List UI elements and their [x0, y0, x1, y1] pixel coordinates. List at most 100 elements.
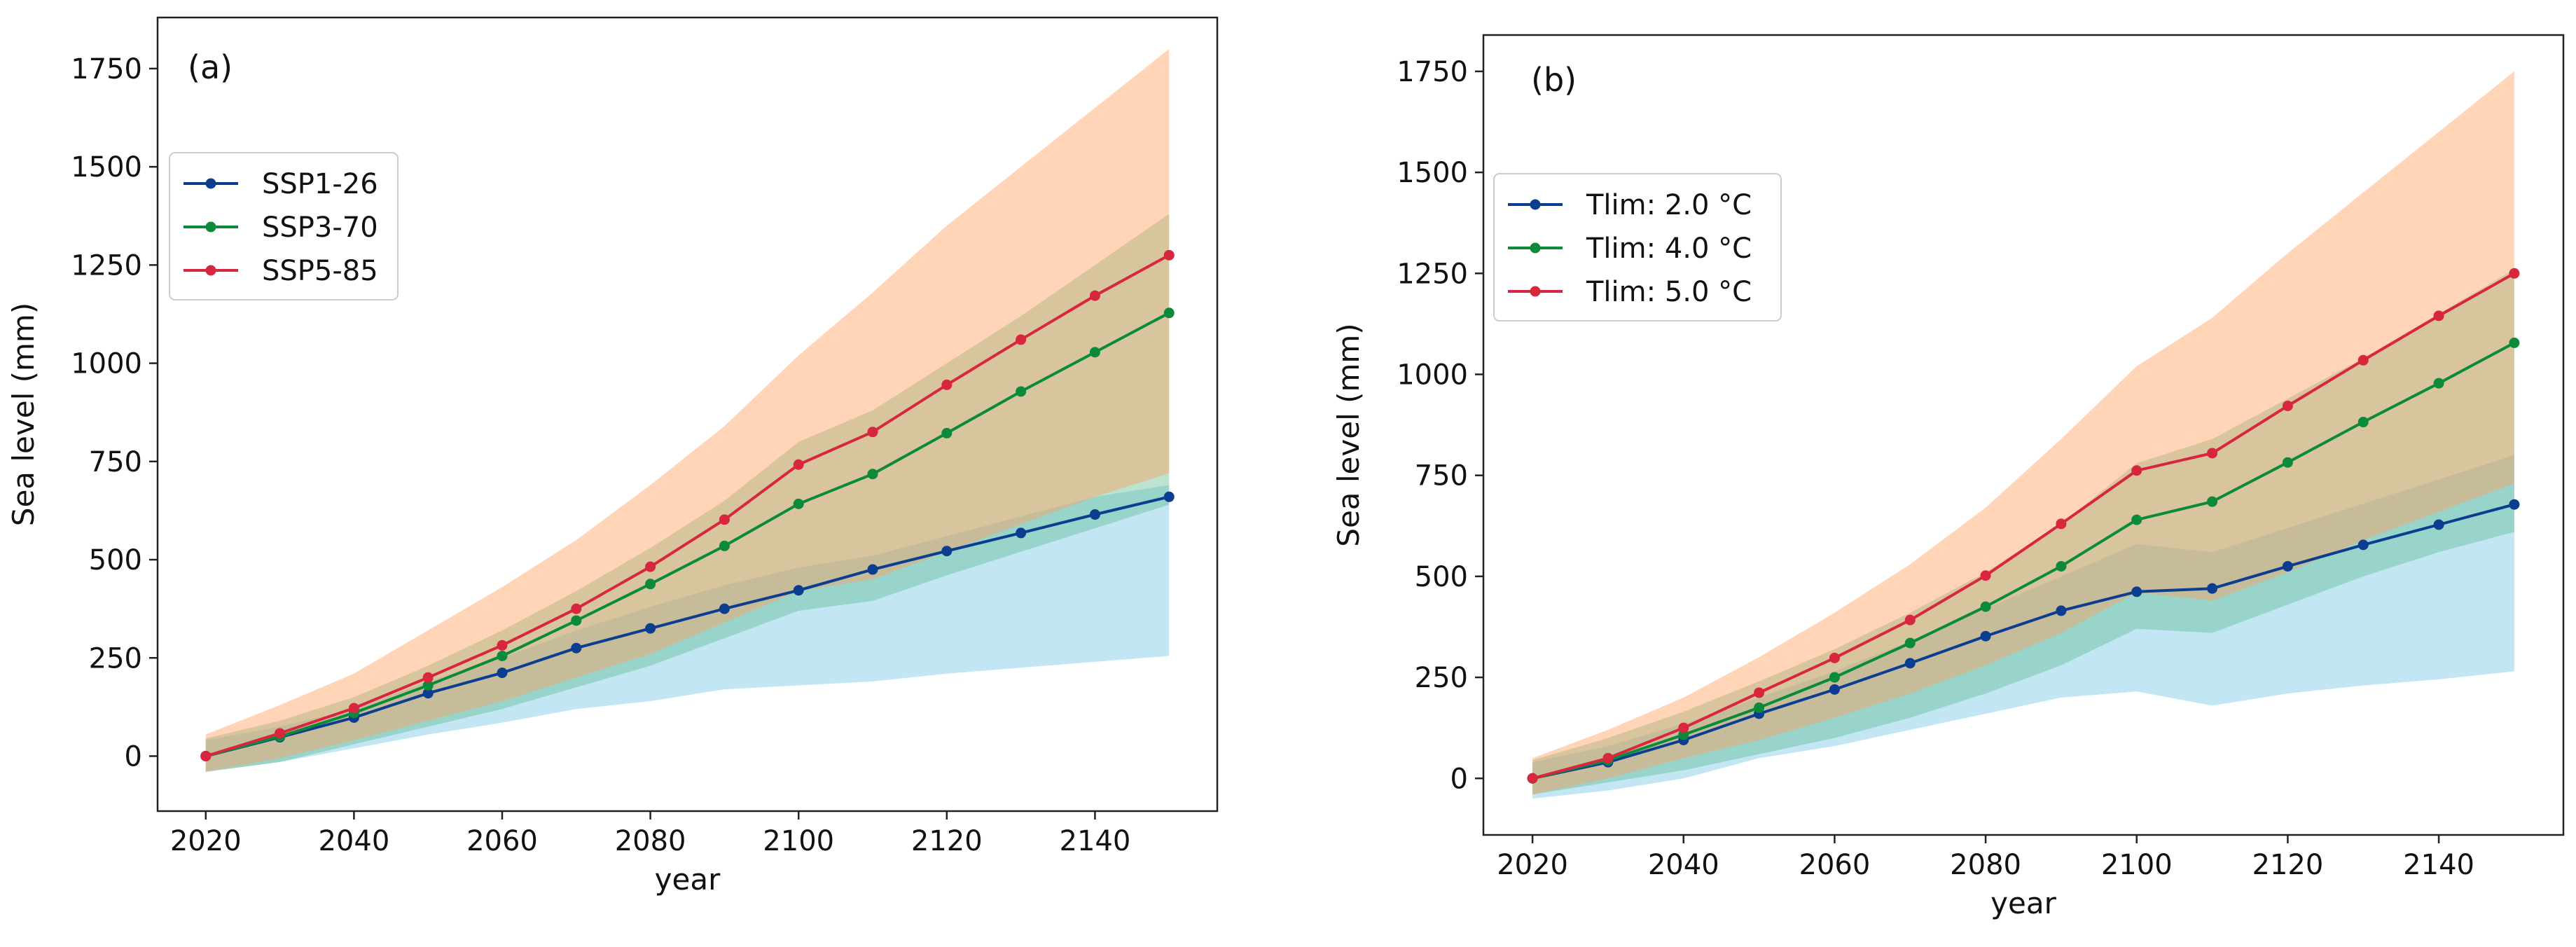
legend-label: Tlim: 5.0 °C: [1586, 276, 1752, 308]
y-tick-label: 0: [1450, 763, 1468, 795]
data-point: [645, 561, 656, 572]
data-point: [422, 672, 434, 683]
data-point: [1602, 752, 1614, 763]
data-point: [1678, 722, 1689, 733]
data-point: [793, 498, 804, 509]
data-point: [1016, 527, 1027, 539]
x-tick-label: 2040: [318, 825, 389, 857]
data-point: [719, 540, 730, 551]
legend-label: Tlim: 2.0 °C: [1586, 189, 1752, 221]
data-point: [2282, 400, 2293, 411]
data-point: [793, 585, 804, 596]
x-axis-title: year: [1990, 886, 2056, 920]
data-point: [2357, 417, 2369, 428]
legend-label: Tlim: 4.0 °C: [1586, 233, 1752, 265]
y-tick-label: 1750: [1397, 56, 1468, 88]
y-tick-label: 750: [1415, 460, 1468, 492]
x-tick-label: 2120: [2252, 849, 2324, 881]
x-tick-label: 2060: [1799, 849, 1871, 881]
data-point: [2207, 583, 2218, 594]
data-point: [1163, 307, 1175, 319]
data-point: [1754, 702, 1765, 713]
x-tick-label: 2100: [763, 825, 834, 857]
y-tick-label: 1000: [71, 348, 142, 380]
data-point: [1829, 652, 1840, 663]
data-point: [1163, 491, 1175, 502]
chart-panel: 2020 2040 2060 2080 2100 2120 2140 0 250 500 750 10…: [1331, 34, 2565, 920]
data-point: [497, 668, 508, 679]
y-tick-label: 1500: [71, 151, 142, 184]
data-point: [645, 623, 656, 634]
x-tick-label: 2100: [2101, 849, 2173, 881]
data-point: [2282, 457, 2293, 468]
data-point: [719, 514, 730, 525]
uncertainty-band: [205, 214, 1170, 772]
series-line: [1532, 341, 2515, 780]
data-point: [348, 703, 359, 714]
x-tick-label: 2080: [615, 825, 686, 857]
data-point: [1163, 249, 1175, 261]
data-point: [1089, 509, 1100, 520]
legend-box: [1493, 173, 1782, 322]
chart-panel: 2020 2040 2060 2080 2100 2120 2140 0 250 500 750 10…: [6, 16, 1219, 897]
data-point: [941, 427, 953, 438]
data-point: [1754, 687, 1765, 698]
y-tick-label: 250: [1415, 662, 1468, 694]
data-point: [2357, 539, 2369, 551]
legend-label: SSP3-70: [262, 212, 378, 244]
data-point: [645, 579, 656, 590]
legend: Tlim: 2.0 °C Tlim: 4.0 °C Tlim: 5.0 °C: [1493, 173, 1782, 322]
data-point: [1089, 290, 1100, 301]
data-point: [571, 603, 582, 614]
x-tick-label: 2140: [1060, 825, 1131, 857]
data-point: [1904, 637, 1916, 649]
y-tick-label: 0: [125, 740, 142, 773]
legend: SSP1-26 SSP3-70 SSP5-85: [169, 152, 399, 300]
uncertainty-band: [205, 48, 1170, 772]
x-axis-title: year: [655, 862, 721, 897]
data-point: [2056, 518, 2067, 530]
data-point: [1904, 658, 1916, 669]
data-point: [571, 642, 582, 654]
data-point: [571, 615, 582, 626]
y-tick-label: 500: [1415, 561, 1468, 593]
y-axis-title: Sea level (mm): [1331, 323, 1366, 546]
data-point: [2433, 519, 2444, 530]
data-point: [793, 459, 804, 470]
data-point: [2509, 268, 2520, 279]
series-line: [205, 495, 1170, 758]
legend-marker: [1530, 199, 1541, 210]
uncertainty-band: [1532, 71, 2514, 795]
legend-marker: [205, 178, 216, 189]
data-point: [2131, 586, 2142, 597]
data-point: [867, 427, 878, 438]
data-point: [422, 680, 434, 691]
x-tick-label: 2060: [466, 825, 538, 857]
y-tick-label: 1500: [1397, 157, 1468, 189]
axes-frame: [156, 16, 1219, 813]
data-point: [2056, 605, 2067, 616]
data-point: [2282, 560, 2293, 572]
y-tick-label: 1250: [1397, 258, 1468, 290]
data-point: [1980, 630, 1991, 642]
data-point: [2207, 496, 2218, 507]
data-point: [941, 546, 953, 557]
data-point: [2509, 499, 2520, 510]
data-point: [497, 640, 508, 651]
data-point: [275, 728, 286, 739]
data-point: [200, 750, 212, 761]
data-point: [422, 688, 434, 699]
data-point: [2131, 465, 2142, 476]
data-point: [719, 603, 730, 614]
series-line: [1532, 272, 2515, 780]
x-tick-label: 2080: [1950, 849, 2021, 881]
x-tick-label: 2040: [1648, 849, 1719, 881]
data-point: [941, 379, 953, 390]
y-axis-title: Sea level (mm): [6, 303, 41, 526]
data-point: [1904, 614, 1916, 625]
y-tick-label: 1750: [71, 53, 142, 85]
legend-marker: [205, 221, 216, 233]
data-point: [2509, 337, 2520, 348]
x-tick-label: 2020: [1497, 849, 1568, 881]
